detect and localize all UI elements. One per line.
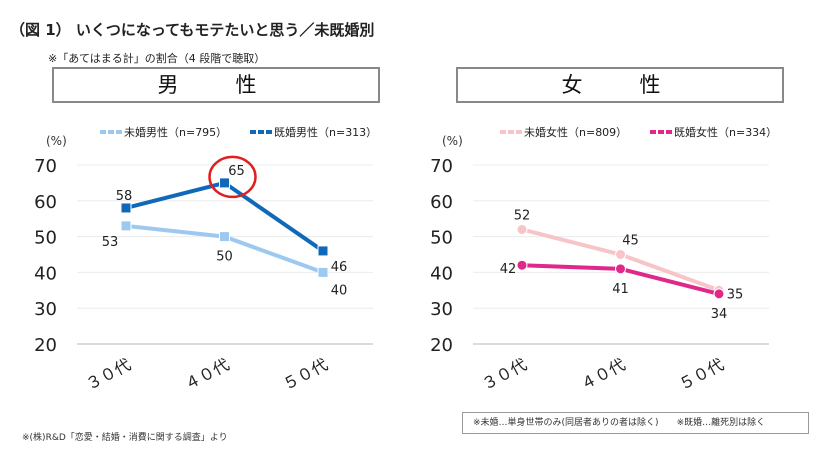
data-label: 65: [228, 164, 245, 179]
x-tick-label: ３０代: [479, 355, 530, 394]
data-point: [615, 249, 626, 260]
x-tick-label: ４０代: [181, 355, 232, 394]
definition-note: ※未婚…単身世帯のみ(同居者ありの者は除く) ※既婚…離死別は除く: [462, 412, 809, 434]
source-note: ※(株)R&D「恋愛・結婚・消費に関する調査」より: [22, 433, 228, 443]
data-label: 45: [622, 234, 639, 249]
y-axis-unit: (%): [46, 134, 67, 148]
legend-label: 未婚男性（n=795）: [124, 125, 227, 139]
y-tick-label: 20: [34, 335, 57, 356]
legend-label: 未婚女性（n=809）: [524, 125, 627, 139]
legend-label: 既婚女性（n=334）: [674, 125, 777, 139]
figure-title: （図 1） いくつになってもモテたいと思う／未既婚別: [10, 21, 375, 39]
data-label: 34: [711, 307, 728, 322]
panel-title-male: 男 性: [52, 67, 380, 103]
y-tick-label: 50: [430, 228, 453, 249]
y-tick-label: 70: [34, 156, 57, 177]
data-label: 46: [331, 260, 348, 275]
data-label: 35: [727, 287, 744, 302]
y-tick-label: 30: [430, 299, 453, 320]
y-tick-label: 30: [34, 299, 57, 320]
y-tick-label: 40: [430, 263, 453, 284]
y-tick-label: 20: [430, 335, 453, 356]
data-point: [516, 223, 528, 235]
data-point: [713, 288, 725, 300]
data-label: 41: [612, 282, 629, 297]
data-point: [317, 245, 329, 257]
data-label: 40: [331, 283, 348, 298]
data-label: 53: [102, 235, 119, 250]
x-tick-label: ３０代: [83, 355, 134, 394]
data-point: [219, 231, 230, 243]
data-point: [317, 266, 329, 278]
y-tick-label: 40: [34, 263, 57, 284]
data-point: [219, 177, 230, 189]
panel-title-female: 女 性: [456, 67, 784, 103]
figure-subtitle: ※「あてはまる計」の割合（4 段階で聴取）: [48, 52, 266, 65]
x-tick-label: ４０代: [577, 355, 628, 394]
data-point: [615, 263, 626, 275]
y-tick-label: 70: [430, 156, 453, 177]
y-axis-unit: (%): [442, 134, 463, 148]
y-tick-label: 60: [34, 192, 57, 213]
x-tick-label: ５０代: [676, 355, 727, 394]
data-label: 50: [216, 250, 233, 265]
y-tick-label: 60: [430, 192, 453, 213]
data-point: [120, 220, 132, 232]
data-point: [516, 259, 528, 271]
legend-label: 既婚男性（n=313）: [274, 125, 377, 139]
data-label: 52: [514, 208, 531, 223]
y-tick-label: 50: [34, 228, 57, 249]
data-point: [120, 202, 132, 214]
x-tick-label: ５０代: [280, 355, 331, 394]
data-label: 42: [500, 262, 517, 277]
highlight-circle: [208, 155, 257, 199]
data-label: 58: [116, 189, 133, 204]
